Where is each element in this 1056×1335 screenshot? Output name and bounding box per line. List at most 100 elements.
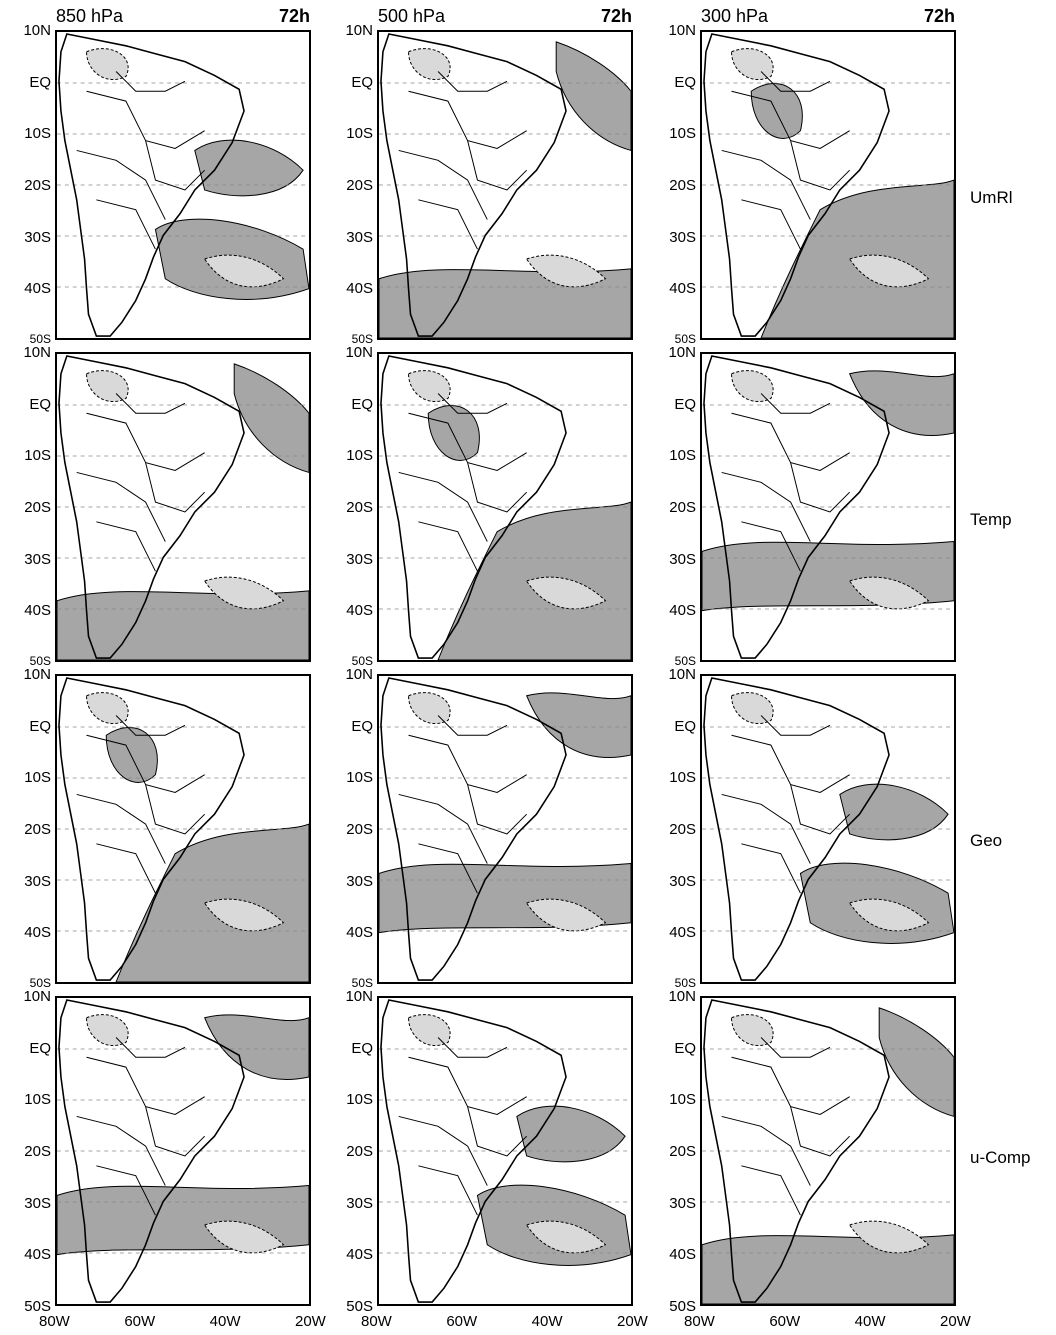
state-border xyxy=(96,199,156,250)
lat-tick-label: 10S xyxy=(24,769,51,787)
negative-anomaly-region xyxy=(203,898,285,932)
lat-tick-label: 40S xyxy=(24,1246,51,1264)
lat-tick-label: 20S xyxy=(669,1143,696,1160)
state-border xyxy=(760,715,831,736)
map-panel-geo-850hpa xyxy=(55,674,311,984)
state-border xyxy=(790,140,851,191)
forecast-hour-label: 72h xyxy=(278,6,310,26)
row-label-umrl: UmRl xyxy=(970,188,1013,207)
positive-anomaly-region xyxy=(105,726,158,783)
state-border xyxy=(86,1056,205,1116)
state-border xyxy=(437,715,508,736)
state-border xyxy=(790,784,851,835)
map-panel-umrl-500hpa xyxy=(377,30,633,340)
state-border xyxy=(86,412,205,472)
continent-outline xyxy=(58,677,245,981)
negative-anomaly-region xyxy=(408,692,451,725)
forecast-map xyxy=(379,999,631,1303)
state-border xyxy=(731,1056,850,1116)
state-border xyxy=(398,149,488,220)
negative-anomaly-region xyxy=(848,254,930,288)
state-border xyxy=(721,793,811,864)
lat-tick-label: 20S xyxy=(24,177,51,194)
state-border xyxy=(418,521,478,572)
lat-tick-label: 10S xyxy=(24,125,51,143)
positive-anomaly-region xyxy=(839,783,949,841)
state-border xyxy=(741,199,801,250)
state-border xyxy=(467,784,528,835)
lat-tick-label: 20S xyxy=(24,499,51,516)
map-panel-geo-500hpa xyxy=(377,674,633,984)
map-panel-u-comp-850hpa xyxy=(55,996,311,1306)
lat-tick-label: 10N xyxy=(23,988,51,1005)
map-panel-geo-300hpa xyxy=(700,674,956,984)
lat-tick-label: 20S xyxy=(669,821,696,838)
lat-tick-label: 10S xyxy=(669,1091,696,1109)
lat-tick-label: 10N xyxy=(345,666,373,683)
lat-tick-label: 10N xyxy=(345,988,373,1005)
lat-tick-label: 20S xyxy=(346,1143,373,1160)
map-panel-temp-500hpa xyxy=(377,352,633,662)
positive-anomaly-region xyxy=(233,363,309,473)
negative-anomaly-region xyxy=(731,1014,774,1047)
state-border xyxy=(741,1165,801,1216)
state-border xyxy=(790,1106,851,1157)
negative-anomaly-region xyxy=(408,1014,451,1047)
state-border xyxy=(721,149,811,220)
level-label: 850 hPa xyxy=(56,6,124,26)
row-label-geo: Geo xyxy=(970,831,1003,850)
forecast-map xyxy=(57,355,309,660)
lat-tick-label: 30S xyxy=(346,550,373,568)
state-border xyxy=(96,521,156,572)
state-border xyxy=(86,90,205,150)
lat-tick-label: 50S xyxy=(29,976,51,990)
lat-tick-label: 10S xyxy=(346,1091,373,1109)
lat-tick-label: 40S xyxy=(669,924,696,942)
lat-tick-label: 10S xyxy=(24,447,51,465)
lat-tick-label: 10N xyxy=(23,344,51,361)
continent-outline xyxy=(703,999,890,1303)
continent-outline xyxy=(58,33,245,337)
lat-tick-label: 10S xyxy=(346,769,373,787)
map-panel-u-comp-500hpa xyxy=(377,996,633,1306)
lat-tick-label: 20S xyxy=(669,499,696,516)
negative-anomaly-region xyxy=(848,576,930,610)
lat-tick-label: 10S xyxy=(669,125,696,143)
state-border xyxy=(96,1165,156,1216)
negative-anomaly-region xyxy=(731,370,774,403)
negative-anomaly-region xyxy=(408,370,451,403)
forecast-hour-label: 72h xyxy=(923,6,955,26)
forecast-map xyxy=(702,677,954,981)
lat-tick-label: 30S xyxy=(24,1194,51,1212)
state-border xyxy=(731,734,850,794)
lat-tick-label: 30S xyxy=(24,550,51,568)
map-panel-u-comp-300hpa xyxy=(700,996,956,1306)
lon-tick-label: 80W xyxy=(361,1313,392,1330)
lat-tick-label: 10N xyxy=(23,666,51,683)
lat-tick-label: 30S xyxy=(669,872,696,890)
lat-tick-label: 50S xyxy=(674,976,696,990)
lat-tick-label: 30S xyxy=(669,1194,696,1212)
negative-anomaly-region xyxy=(731,692,774,725)
lat-tick-label: 50S xyxy=(24,1298,51,1315)
lat-tick-label: EQ xyxy=(29,73,51,91)
positive-anomaly-region xyxy=(750,82,803,139)
state-border xyxy=(741,521,801,572)
state-border xyxy=(760,393,831,414)
lat-tick-label: 10N xyxy=(668,988,696,1005)
negative-anomaly-region xyxy=(408,48,451,81)
lat-tick-label: 50S xyxy=(351,332,373,346)
lat-tick-label: 40S xyxy=(346,1246,373,1264)
lat-tick-label: 30S xyxy=(346,872,373,890)
lat-tick-label: 50S xyxy=(351,654,373,668)
forecast-map xyxy=(57,999,309,1303)
state-border xyxy=(145,462,206,513)
state-border xyxy=(115,393,186,414)
lat-tick-label: 40S xyxy=(346,280,373,298)
lat-tick-label: EQ xyxy=(674,717,696,735)
lat-tick-label: 10S xyxy=(669,447,696,465)
lat-tick-label: 40S xyxy=(24,924,51,942)
state-border xyxy=(437,393,508,414)
lon-tick-label: 40W xyxy=(531,1313,563,1330)
state-border xyxy=(398,793,488,864)
